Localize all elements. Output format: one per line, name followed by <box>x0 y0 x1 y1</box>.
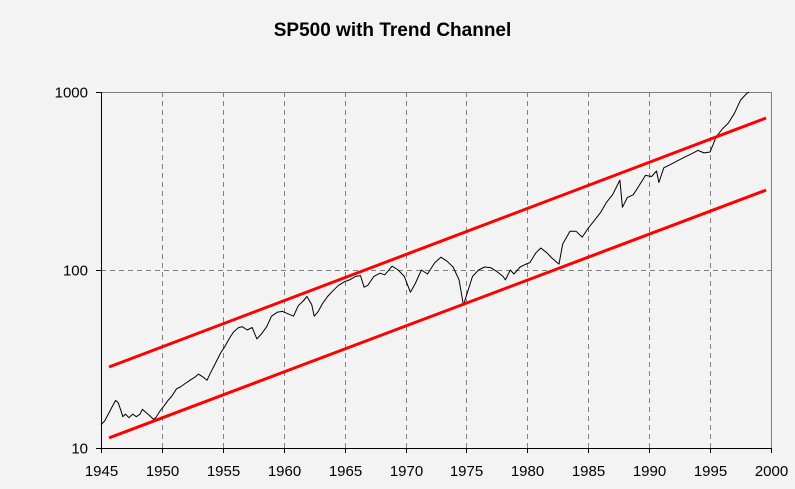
x-tick-label-1990: 1990 <box>633 463 666 480</box>
series-line-lower-trend-channel <box>108 188 767 440</box>
x-tick-label-1975: 1975 <box>450 463 483 480</box>
tick-labels: 1945 1950 1955 1960 1965 1970 1975 1980 1985 1990… <box>55 85 789 481</box>
x-tick-label-1950: 1950 <box>146 463 179 480</box>
x-tick-label-1965: 1965 <box>329 463 362 480</box>
x-tick-label-1985: 1985 <box>572 463 605 480</box>
x-tick-label-1970: 1970 <box>390 463 423 480</box>
grid <box>101 92 771 448</box>
x-tick-label-2000: 2000 <box>755 463 788 480</box>
series-layer <box>100 91 767 440</box>
series-line-sp500 <box>100 91 750 426</box>
x-tick-label-1980: 1980 <box>511 463 544 480</box>
x-tick-label-1995: 1995 <box>694 463 727 480</box>
x-tick-label-1945: 1945 <box>85 463 118 480</box>
chart-title: SP500 with Trend Channel <box>273 20 512 41</box>
series-line-upper-trend-channel <box>108 116 767 369</box>
x-tick-label-1960: 1960 <box>268 463 301 480</box>
axes <box>96 92 772 453</box>
y-tick-label-10: 10 <box>71 441 88 458</box>
y-tick-label-1000: 1000 <box>55 85 88 102</box>
y-tick-label-100: 100 <box>63 263 88 280</box>
x-tick-label-1955: 1955 <box>207 463 240 480</box>
